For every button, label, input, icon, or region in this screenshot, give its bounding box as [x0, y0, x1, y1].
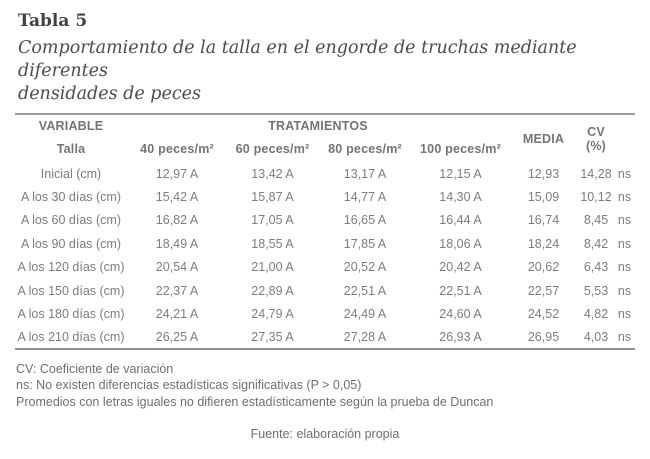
- table-row: A los 180 días (cm) 24,21 A 24,79 A 24,4…: [15, 302, 635, 325]
- table-row: A los 210 días (cm) 26,25 A 27,35 A 27,2…: [15, 326, 635, 349]
- cell-t40: 22,37 A: [155, 283, 199, 298]
- cell-t100: 18,06 A: [439, 236, 482, 251]
- cell-t60: 24,79 A: [251, 307, 294, 322]
- cell-t100: 26,93 A: [439, 329, 482, 344]
- cell-media: 22,57: [527, 283, 560, 298]
- table-row: Inicial (cm) 12,97 A 13,42 A 13,17 A 12,…: [15, 162, 635, 185]
- header-media: MEDIA: [522, 131, 565, 146]
- cell-media: 26,95: [527, 329, 560, 344]
- table-caption: Comportamiento de la talla en el engorde…: [18, 37, 630, 106]
- cell-media: 24,52: [527, 307, 560, 322]
- cell-t80: 14,77 A: [343, 190, 387, 205]
- footnote-ns: ns: No existen diferencias estadísticas …: [16, 378, 362, 393]
- cell-cv: 4,82: [583, 307, 609, 322]
- data-table: VARIABLE TRATAMIENTOS MEDIA CV (%) Talla…: [15, 113, 635, 351]
- header-row-2: Talla 40 peces/m² 60 peces/m² 80 peces/m…: [15, 136, 635, 162]
- cell-cv: 14,28: [580, 166, 612, 181]
- cell-t60: 27,35 A: [251, 329, 294, 344]
- header-treatment-100: 100 peces/m²: [420, 142, 501, 156]
- cell-t40: 24,21 A: [155, 307, 199, 322]
- cell-significance: ns: [617, 213, 632, 228]
- cell-t80: 24,49 A: [343, 307, 387, 322]
- cell-cv: 5,53: [583, 283, 609, 298]
- header-treatment-80: 80 peces/m²: [328, 142, 402, 156]
- cell-media: 15,09: [527, 190, 560, 205]
- caption-line-1: Comportamiento de la talla en el engorde…: [18, 38, 577, 81]
- row-variable: A los 120 días (cm): [17, 260, 125, 275]
- cell-cv: 8,42: [583, 236, 609, 251]
- footnote-duncan: Promedios con letras iguales no difieren…: [16, 394, 494, 409]
- cell-t60: 22,89 A: [251, 283, 294, 298]
- header-significance: [614, 114, 635, 162]
- cell-t80: 16,65 A: [343, 213, 387, 228]
- cell-t40: 12,97 A: [155, 166, 199, 181]
- cell-t60: 13,42 A: [251, 166, 294, 181]
- cell-t80: 27,28 A: [343, 329, 387, 344]
- cell-significance: ns: [617, 283, 632, 298]
- cell-t40: 18,49 A: [155, 236, 199, 251]
- row-variable: A los 210 días (cm): [17, 329, 125, 344]
- footnote-cv: CV: Coeficiente de variación: [16, 362, 174, 376]
- cell-t80: 22,51 A: [343, 283, 387, 298]
- cell-media: 16,74: [527, 213, 560, 228]
- table-body: Inicial (cm) 12,97 A 13,42 A 13,17 A 12,…: [15, 162, 635, 349]
- header-cv: CV (%): [578, 114, 614, 162]
- cell-significance: ns: [617, 166, 632, 181]
- cell-significance: ns: [617, 236, 632, 251]
- row-variable: Inicial (cm): [40, 166, 102, 181]
- cell-t80: 17,85 A: [343, 236, 387, 251]
- cell-t100: 22,51 A: [439, 283, 482, 298]
- table-footnotes: CV: Coeficiente de variación ns: No exis…: [16, 361, 493, 410]
- cell-t100: 12,15 A: [439, 166, 482, 181]
- cell-t60: 18,55 A: [251, 236, 294, 251]
- cell-t60: 21,00 A: [251, 260, 294, 275]
- cell-significance: ns: [617, 190, 632, 205]
- row-variable: A los 150 días (cm): [17, 283, 125, 298]
- cell-t60: 15,87 A: [251, 190, 294, 205]
- table-row: A los 120 días (cm) 20,54 A 21,00 A 20,5…: [15, 256, 635, 279]
- cell-t80: 20,52 A: [343, 260, 387, 275]
- header-cv-label: CV: [587, 124, 605, 139]
- row-variable: A los 30 días (cm): [20, 190, 122, 205]
- caption-line-2: densidades de peces: [18, 84, 201, 104]
- cell-significance: ns: [617, 260, 632, 275]
- header-row-1: VARIABLE TRATAMIENTOS MEDIA CV (%): [15, 114, 635, 153]
- cell-t100: 20,42 A: [439, 260, 482, 275]
- cell-t40: 16,82 A: [155, 213, 199, 228]
- header-variable: VARIABLE: [38, 118, 104, 133]
- table-number-heading: Tabla 5: [18, 11, 88, 31]
- cell-t40: 26,25 A: [155, 329, 199, 344]
- header-variable-sublabel: Talla: [56, 142, 86, 156]
- cell-t40: 20,54 A: [155, 260, 199, 275]
- row-variable: A los 180 días (cm): [17, 307, 125, 322]
- cell-cv: 4,03: [583, 329, 609, 344]
- cell-media: 20,62: [527, 260, 560, 275]
- cell-cv: 10,12: [580, 190, 612, 205]
- cell-cv: 6,43: [583, 260, 609, 275]
- header-treatment-40: 40 peces/m²: [140, 142, 214, 156]
- header-cv-unit: (%): [585, 138, 607, 153]
- table-row: A los 60 días (cm) 16,82 A 17,05 A 16,65…: [15, 209, 635, 232]
- cell-significance: ns: [617, 307, 632, 322]
- source-note: Fuente: elaboración propia: [250, 427, 400, 441]
- header-treatment-60: 60 peces/m²: [235, 142, 310, 156]
- cell-t100: 16,44 A: [439, 213, 482, 228]
- cell-cv: 8,45: [583, 213, 609, 228]
- cell-t80: 13,17 A: [343, 166, 387, 181]
- cell-media: 18,24: [527, 236, 560, 251]
- cell-media: 12,93: [527, 166, 560, 181]
- row-variable: A los 60 días (cm): [20, 213, 122, 228]
- cell-t60: 17,05 A: [251, 213, 294, 228]
- cell-t40: 15,42 A: [155, 190, 199, 205]
- table-header: VARIABLE TRATAMIENTOS MEDIA CV (%) Talla…: [15, 114, 635, 162]
- cell-significance: ns: [617, 329, 632, 344]
- table-row: A los 30 días (cm) 15,42 A 15,87 A 14,77…: [15, 185, 635, 208]
- row-variable: A los 90 días (cm): [20, 236, 122, 251]
- cell-t100: 24,60 A: [439, 307, 482, 322]
- cell-t100: 14,30 A: [439, 190, 482, 205]
- header-treatments: TRATAMIENTOS: [268, 118, 368, 133]
- table-row: A los 150 días (cm) 22,37 A 22,89 A 22,5…: [15, 279, 635, 302]
- table-row: A los 90 días (cm) 18,49 A 18,55 A 17,85…: [15, 232, 635, 255]
